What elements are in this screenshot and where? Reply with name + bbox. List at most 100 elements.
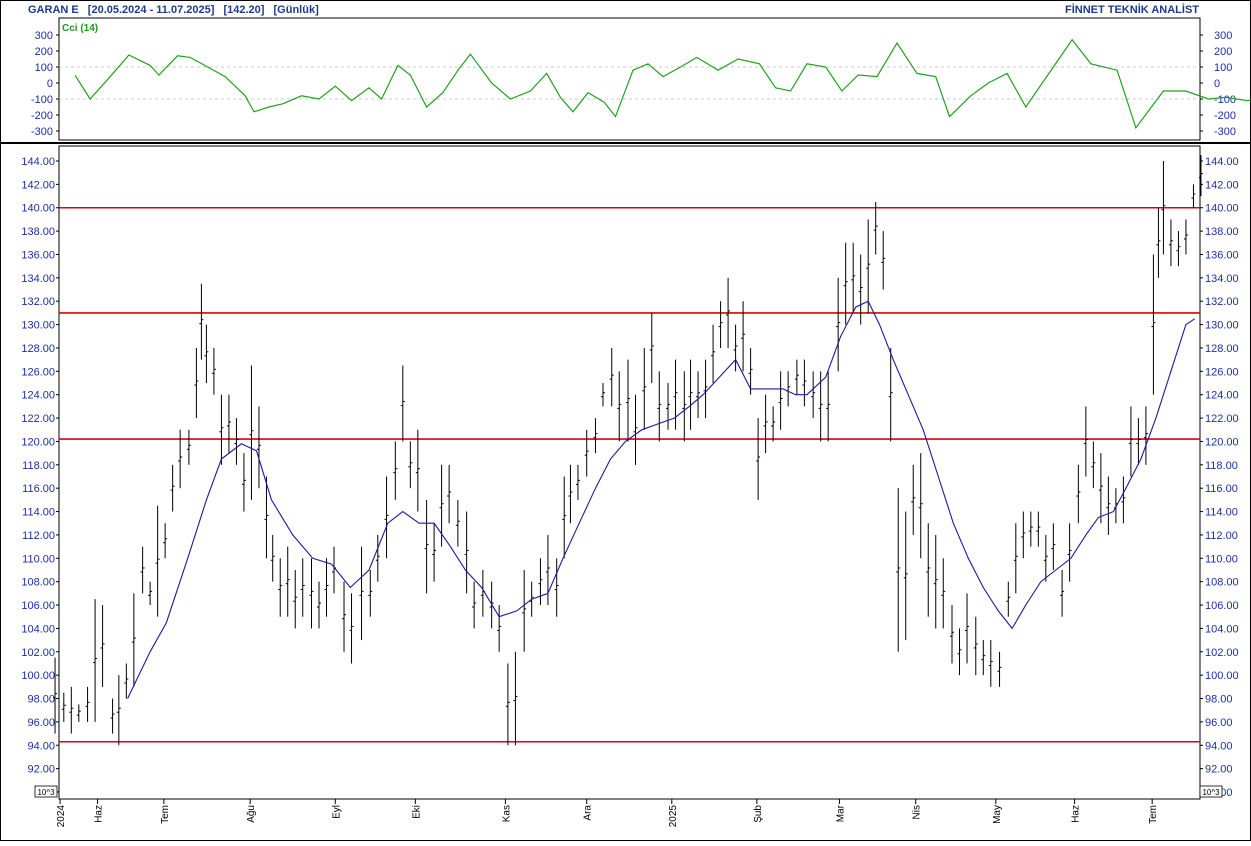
x-tick-label: 2025 (668, 805, 679, 828)
x-tick-label: Tem (1148, 805, 1159, 824)
price-y-tick-label-right: 92.00 (1205, 764, 1233, 776)
price-y-axis-right: 144.00 142.00 140.00 138.00 136.00 134.00 132.… (1200, 156, 1239, 799)
x-tick-label: 2024 (56, 805, 67, 828)
moving-average-line (127, 300, 1196, 699)
cci-y-tick-label: 300 (35, 30, 53, 42)
unit-box-right: 10^3 (1199, 785, 1223, 798)
price-y-tick-label-right: 134.00 (1205, 273, 1239, 285)
brand-label: FİNNET TEKNİK ANALİST (1065, 3, 1199, 16)
last-price: [142.20] (223, 4, 264, 16)
unit-label-right: 10^3 (1202, 788, 1220, 797)
price-y-tick-label-right: 118.00 (1205, 460, 1238, 472)
price-y-tick-label-right: 102.00 (1205, 647, 1239, 659)
svg-text:GARAN E [20.05.2024 - 11: GARAN E [20.05.2024 - 11.07.2025] [142.2… (28, 4, 319, 16)
unit-box-left: 10^3 (34, 785, 58, 798)
price-y-tick-label: 108.00 (21, 577, 55, 589)
price-y-tick-label-right: 120.00 (1205, 436, 1239, 448)
cci-y-tick-label-right: -100 (1214, 94, 1236, 106)
x-tick-label: May (992, 805, 1003, 824)
cci-y-tick-label-right: -300 (1214, 126, 1236, 138)
x-tick-label: Haz (94, 805, 105, 823)
cci-y-tick-label-right: 0 (1214, 78, 1220, 90)
x-tick-label: Haz (1071, 805, 1082, 823)
cci-y-tick-label-right: 100 (1214, 62, 1232, 74)
unit-label-left: 10^3 (37, 788, 55, 797)
price-y-tick-label: 106.00 (21, 600, 55, 612)
price-y-tick-label: 142.00 (21, 179, 55, 191)
cci-y-tick-label: -300 (31, 126, 53, 138)
price-y-tick-label-right: 124.00 (1205, 390, 1239, 402)
cci-title: Cci (14) (62, 23, 98, 34)
price-y-tick-label-right: 98.00 (1205, 694, 1233, 706)
cci-grid (59, 66, 1200, 100)
price-y-tick-label-right: 136.00 (1205, 249, 1239, 261)
price-y-tick-label: 98.00 (27, 694, 55, 706)
period-label: [Günlük] (274, 4, 320, 16)
cci-y-tick-label-right: 200 (1214, 46, 1232, 58)
price-y-tick-label: 116.00 (22, 483, 55, 495)
price-y-tick-label-right: 104.00 (1205, 623, 1239, 635)
x-tick-label: Nis (912, 805, 923, 819)
price-y-tick-label-right: 108.00 (1205, 577, 1239, 589)
price-y-tick-label: 124.00 (21, 390, 55, 402)
price-y-tick-label: 122.00 (21, 413, 55, 425)
date-range: [20.05.2024 - 11.07.2025] (88, 4, 215, 16)
symbol-label: GARAN E (28, 4, 79, 16)
header: GARAN E [20.05.2024 - 11.07.2025] [142.2… (28, 3, 1199, 16)
price-y-tick-label-right: 122.00 (1205, 413, 1239, 425)
cci-y-tick-label: 0 (47, 78, 53, 90)
x-tick-label: Mar (835, 804, 846, 822)
price-y-tick-label-right: 94.00 (1205, 740, 1233, 752)
price-y-tick-label-right: 138.00 (1205, 226, 1239, 238)
cci-y-tick-label: -100 (31, 94, 53, 106)
ohlc-bars (53, 155, 1203, 746)
price-y-tick-label-right: 142.00 (1205, 179, 1239, 191)
price-y-tick-label-right: 116.00 (1205, 483, 1238, 495)
price-y-tick-label: 128.00 (21, 343, 55, 355)
price-y-tick-label-right: 128.00 (1205, 343, 1239, 355)
price-y-tick-label-right: 106.00 (1205, 600, 1239, 612)
x-tick-label: Eki (411, 805, 422, 819)
cci-y-tick-label: 200 (35, 46, 53, 58)
price-y-tick-label-right: 110.00 (1205, 553, 1238, 565)
price-y-tick-label: 114.00 (22, 507, 55, 519)
price-y-axis-left: 144.00 142.00 140.00 138.00 136.00 134.00 132.… (21, 156, 59, 799)
price-y-tick-label: 120.00 (21, 436, 55, 448)
price-y-tick-label: 118.00 (22, 460, 55, 472)
price-y-tick-label: 112.00 (22, 530, 55, 542)
x-tick-label: Ara (583, 805, 594, 821)
price-y-tick-label-right: 126.00 (1205, 366, 1239, 378)
price-y-tick-label: 92.00 (27, 764, 55, 776)
price-y-tick-label-right: 112.00 (1205, 530, 1238, 542)
cci-y-axis-right: 300 200 100 0 -100 -200 -300 (1200, 30, 1236, 138)
price-y-tick-label-right: 114.00 (1205, 507, 1238, 519)
x-axis: 2024 Haz Tem Ağu Eyl Eki Kas Ara 2025 Şub Mar Nis Ma… (56, 799, 1159, 827)
price-y-tick-label: 102.00 (21, 647, 55, 659)
x-tick-label: Eyl (331, 805, 342, 819)
price-y-tick-label-right: 132.00 (1205, 296, 1239, 308)
price-y-tick-label-right: 130.00 (1205, 320, 1239, 332)
x-tick-label: Şub (753, 805, 764, 823)
price-y-tick-label: 96.00 (27, 717, 55, 729)
cci-y-tick-label: -200 (31, 110, 53, 122)
price-y-tick-label: 140.00 (21, 203, 55, 215)
price-y-tick-label: 134.00 (21, 273, 55, 285)
price-y-tick-label: 144.00 (21, 156, 55, 168)
x-tick-label: Kas (501, 805, 512, 822)
cci-y-tick-label: 100 (35, 62, 53, 74)
price-y-tick-label: 94.00 (27, 740, 55, 752)
price-y-tick-label-right: 144.00 (1205, 156, 1239, 168)
cci-panel-frame (58, 17, 1201, 141)
price-y-tick-label: 104.00 (21, 623, 55, 635)
price-y-tick-label: 130.00 (21, 320, 55, 332)
price-y-tick-label-right: 140.00 (1205, 203, 1239, 215)
price-y-tick-label: 110.00 (22, 553, 55, 565)
cci-y-tick-label-right: -200 (1214, 110, 1236, 122)
price-y-tick-label-right: 96.00 (1205, 717, 1233, 729)
price-panel-frame (58, 145, 1201, 800)
price-y-tick-label: 126.00 (21, 366, 55, 378)
price-y-tick-label: 138.00 (21, 226, 55, 238)
